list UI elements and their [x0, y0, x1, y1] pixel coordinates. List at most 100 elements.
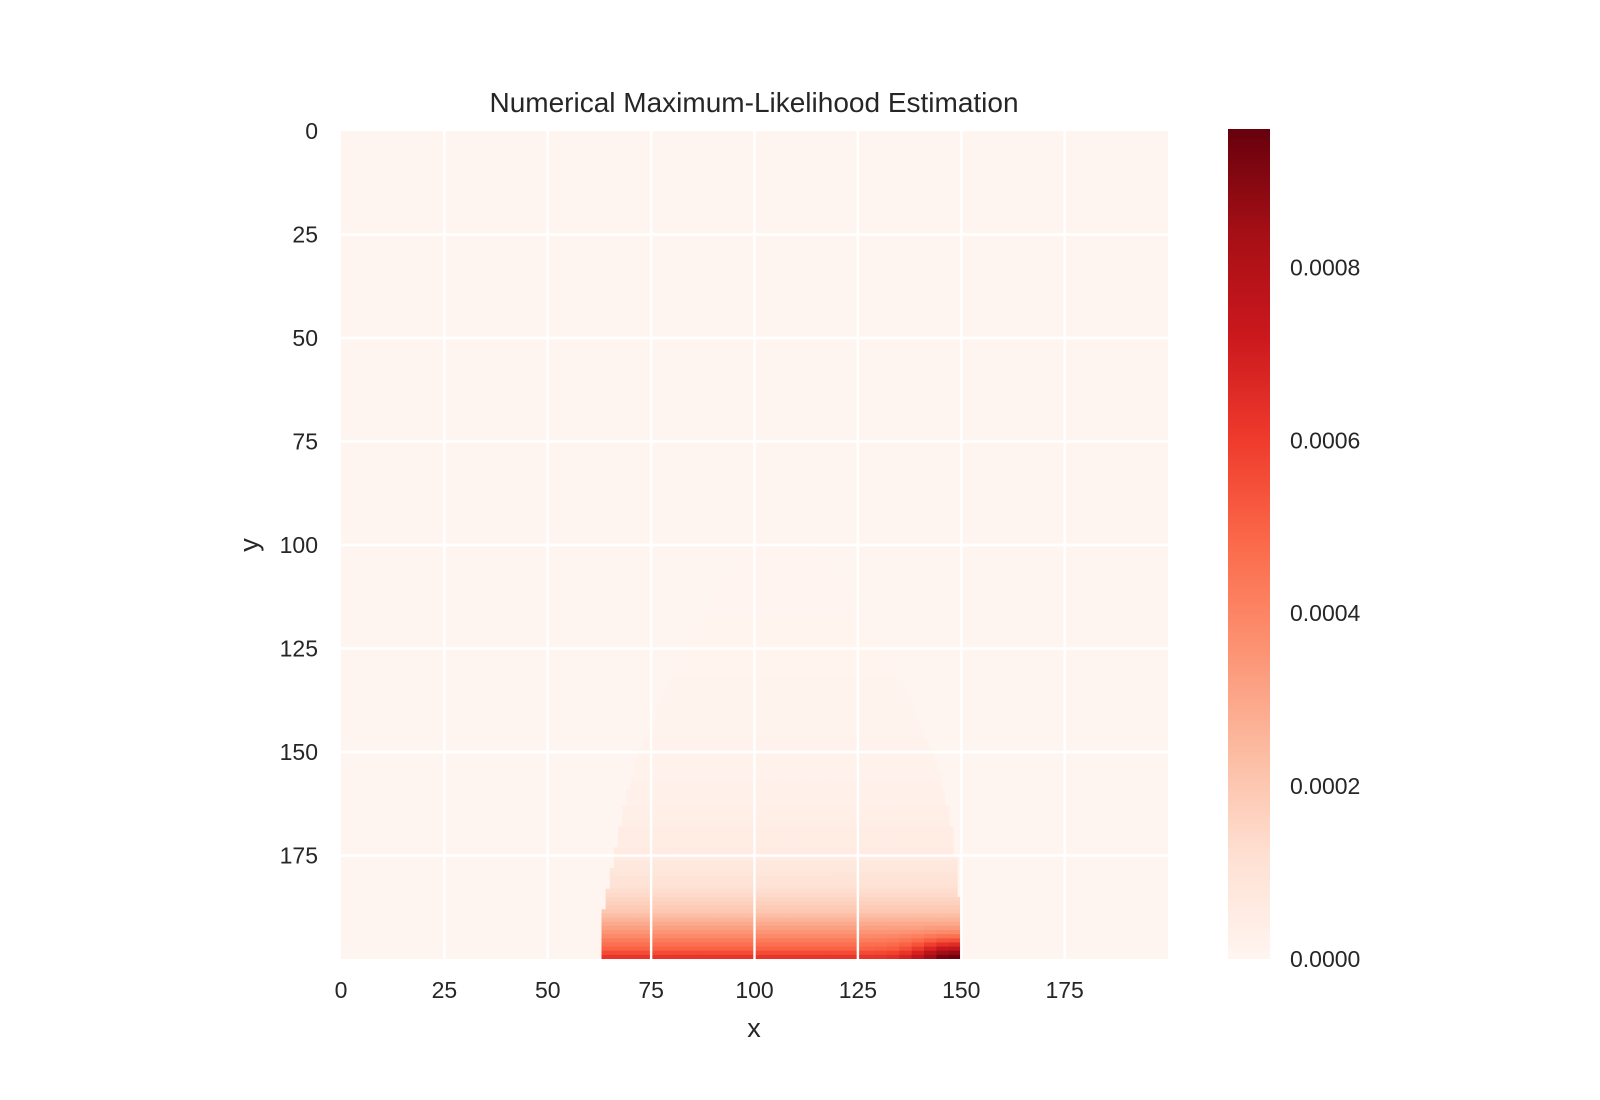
heatmap-cell	[878, 785, 892, 790]
heatmap-cell	[833, 702, 847, 708]
heatmap-cell	[680, 681, 694, 687]
heatmap-cell	[899, 934, 913, 939]
heatmap-cell	[742, 896, 756, 902]
heatmap-cell	[737, 685, 751, 691]
heatmap-cell	[655, 838, 669, 844]
heatmap-cell	[667, 710, 681, 716]
heatmap-cell	[638, 930, 652, 935]
heatmap-cell	[721, 735, 735, 741]
heatmap-cell	[845, 731, 859, 737]
heatmap-cell	[907, 760, 921, 766]
heatmap-cell	[605, 892, 619, 898]
heatmap-cell	[787, 797, 801, 803]
heatmap-cell	[733, 818, 747, 823]
heatmap-cell	[886, 660, 892, 666]
heatmap-cell	[895, 805, 909, 811]
heatmap-cell	[808, 760, 822, 766]
heatmap-cell	[919, 768, 933, 774]
heatmap-cell	[915, 896, 929, 902]
heatmap-cell	[837, 718, 851, 724]
heatmap-cell	[808, 623, 822, 629]
heatmap-cell	[895, 818, 909, 823]
heatmap-cell	[692, 706, 706, 712]
heatmap-cell	[940, 901, 954, 906]
heatmap-cell	[742, 557, 756, 563]
heatmap-cell	[804, 905, 818, 910]
heatmap-cell	[791, 896, 805, 902]
heatmap-cell	[783, 805, 797, 811]
heatmap-cell	[638, 917, 652, 923]
heatmap-cell	[886, 930, 900, 935]
heatmap-cell	[700, 942, 714, 948]
heatmap-cell	[659, 760, 673, 766]
heatmap-cell	[742, 631, 756, 637]
heatmap-cell	[804, 901, 818, 906]
heatmap-cell	[737, 938, 751, 944]
heatmap-cell	[742, 652, 756, 658]
heatmap-cell	[659, 872, 673, 877]
heatmap-cell	[675, 917, 689, 923]
heatmap-cell	[837, 863, 851, 869]
heatmap-cell	[696, 822, 710, 828]
heatmap-cell	[713, 685, 727, 691]
heatmap-cell	[911, 917, 925, 923]
heatmap-cell	[799, 938, 813, 944]
heatmap-cell	[795, 623, 809, 629]
heatmap-cell	[932, 880, 946, 886]
y-tick-label: 25	[292, 222, 318, 248]
heatmap-cell	[733, 623, 747, 629]
heatmap-cell	[733, 884, 747, 890]
heatmap-cell	[762, 930, 776, 935]
heatmap-cell	[638, 950, 652, 956]
heatmap-cell	[758, 582, 772, 587]
heatmap-cell	[795, 731, 809, 737]
heatmap-cell	[791, 834, 805, 840]
heatmap-cell	[775, 694, 789, 699]
heatmap-cell	[812, 549, 818, 554]
heatmap-cell	[915, 826, 929, 832]
heatmap-cell	[742, 714, 756, 720]
heatmap-cell	[799, 863, 813, 869]
heatmap-cell	[771, 648, 785, 654]
heatmap-cell	[948, 921, 962, 927]
heatmap-cell	[655, 706, 669, 712]
heatmap-cell	[638, 747, 652, 753]
heatmap-cell	[717, 785, 731, 790]
heatmap-cell	[651, 723, 665, 728]
heatmap-cell	[725, 909, 739, 915]
heatmap-cell	[692, 652, 706, 658]
heatmap-cell	[853, 896, 867, 902]
heatmap-cell	[948, 847, 954, 852]
heatmap-cell	[663, 925, 677, 931]
heatmap-cell	[684, 735, 698, 741]
heatmap-cell	[874, 789, 888, 794]
heatmap-cell	[725, 942, 739, 948]
heatmap-cell	[626, 793, 640, 799]
heatmap-cell	[713, 615, 727, 621]
heatmap-cell	[675, 665, 689, 670]
heatmap-cell	[771, 876, 785, 881]
heatmap-cell	[750, 590, 764, 596]
heatmap-cell	[932, 805, 946, 811]
heatmap-cell	[845, 764, 859, 770]
heatmap-cell	[613, 917, 627, 923]
heatmap-cell	[779, 892, 793, 898]
heatmap-cell	[808, 669, 822, 674]
heatmap-cell	[667, 706, 681, 712]
heatmap-cell	[899, 930, 913, 935]
heatmap-cell	[870, 809, 884, 815]
heatmap-cell	[675, 930, 689, 935]
heatmap-cell	[762, 917, 776, 923]
heatmap-cell	[795, 702, 809, 708]
heatmap-cell	[940, 843, 954, 848]
heatmap-cell	[667, 843, 681, 848]
heatmap-cell	[771, 884, 785, 890]
heatmap-cell	[696, 648, 710, 654]
heatmap-cell	[684, 876, 698, 881]
heatmap-cell	[841, 739, 855, 745]
heatmap-cell	[833, 822, 847, 828]
heatmap-cell	[882, 880, 896, 886]
heatmap-cell	[680, 710, 694, 716]
heatmap-cell	[895, 764, 909, 770]
heatmap-cell	[833, 818, 847, 823]
